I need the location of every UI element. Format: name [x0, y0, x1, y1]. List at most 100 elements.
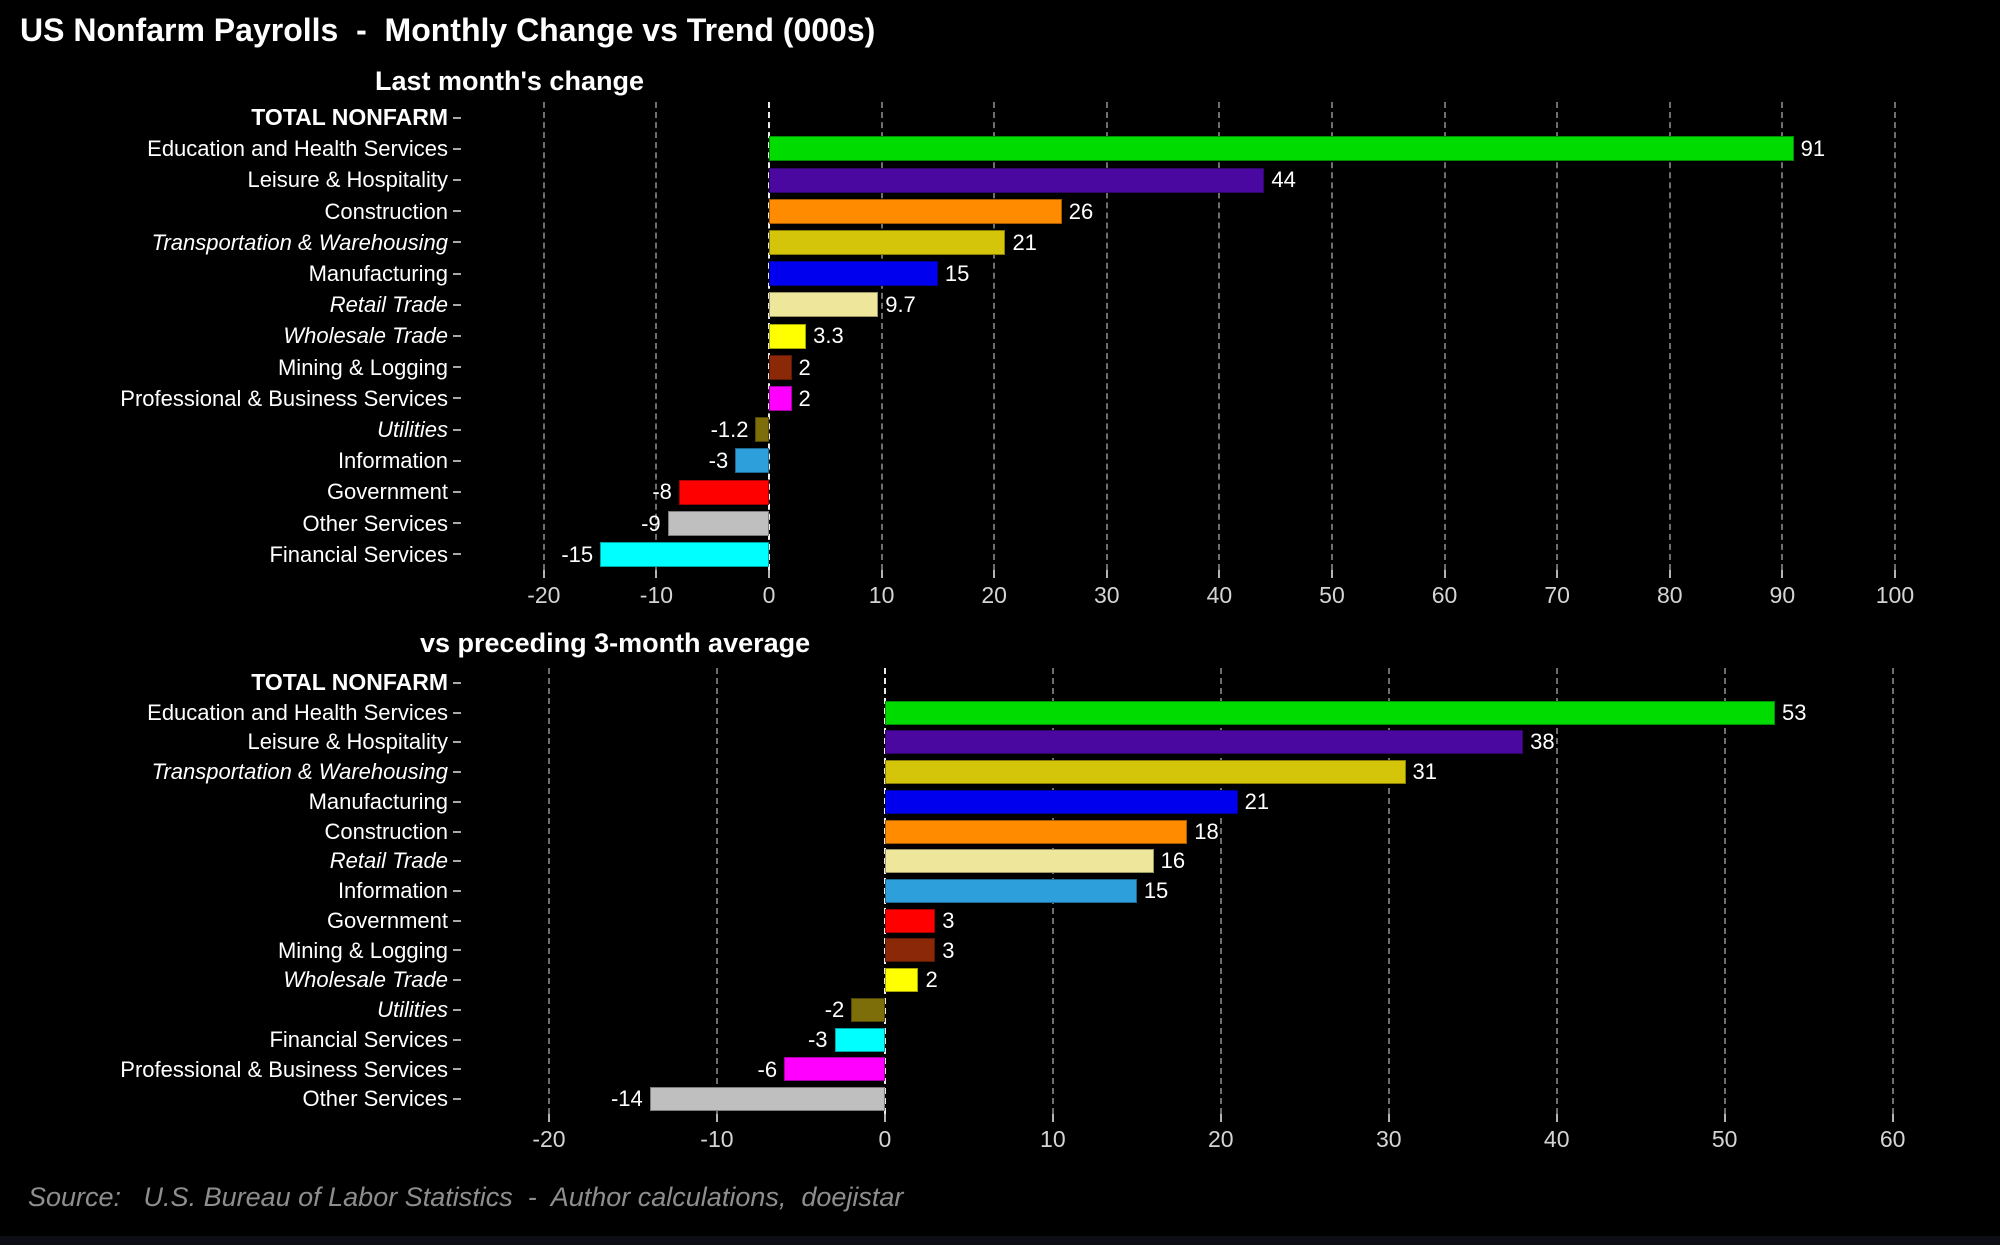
value-label-utilities: -2	[824, 997, 845, 1023]
x-axis-tick-label: 20	[981, 582, 1007, 608]
bar-transportation-warehousing	[769, 229, 1006, 255]
x-axis-tick	[655, 570, 658, 578]
y-axis-tick	[453, 366, 461, 369]
category-label-financial-services: Financial Services	[269, 541, 448, 567]
category-label-transportation-warehousing: Transportation & Warehousing	[151, 759, 448, 785]
bar-financial-services	[834, 1027, 885, 1052]
plot-area: -20 -10 0 10 20 30 40 50 60 70 80 90 100 91 44 26 21 15 9.…	[453, 102, 1985, 608]
gridline	[1443, 102, 1446, 570]
y-axis-tick	[453, 979, 461, 982]
x-axis-tick	[1218, 570, 1221, 578]
bar-other-services	[649, 1087, 885, 1112]
value-label-leisure-hospitality: 38	[1530, 729, 1555, 755]
x-axis-tick	[880, 570, 883, 578]
value-label-education-and-health-services: 53	[1782, 699, 1807, 725]
x-axis-tick-label: -20	[532, 1126, 566, 1152]
bar-information	[735, 448, 769, 474]
y-axis-tick	[453, 711, 461, 714]
category-label-wholesale-trade: Wholesale Trade	[283, 323, 448, 349]
bar-mining-logging	[769, 354, 792, 380]
value-label-manufacturing: 15	[944, 261, 970, 286]
y-axis-tick	[453, 890, 461, 892]
y-axis-tick	[453, 147, 461, 150]
bar-education-and-health-services	[769, 136, 1794, 162]
x-axis-tick-label: -10	[700, 1126, 734, 1152]
category-label-information: Information	[337, 448, 448, 474]
gridline	[1219, 668, 1222, 1114]
bar-education-and-health-services	[884, 700, 1776, 725]
value-label-professional-business-services: 2	[798, 385, 811, 411]
x-axis-tick-label: 40	[1206, 582, 1233, 608]
category-label-government: Government	[326, 479, 448, 505]
x-axis-tick	[768, 570, 770, 578]
category-label-construction: Construction	[324, 198, 448, 224]
x-axis-tick-label: 0	[878, 1126, 892, 1152]
y-axis-tick	[453, 179, 461, 181]
x-axis-tick	[1723, 1114, 1726, 1122]
bar-government	[678, 479, 769, 505]
category-label-professional-business-services: Professional & Business Services	[120, 1056, 448, 1082]
y-axis-tick	[453, 681, 461, 684]
gridline	[1781, 102, 1784, 570]
bottom-strip	[0, 1236, 2000, 1245]
y-axis-tick	[453, 522, 461, 525]
gridline	[1105, 102, 1108, 570]
x-axis-tick	[1556, 570, 1559, 578]
x-axis-tick	[883, 1114, 886, 1122]
category-label-leisure-hospitality: Leisure & Hospitality	[247, 167, 448, 193]
x-axis-tick	[1668, 570, 1671, 578]
plot-area: -20 -10 0 10 20 30 40 50 60 53 38 31 21 18 16 15 3 3 2 -2 -3…	[453, 668, 1985, 1152]
gridline	[655, 102, 658, 570]
value-label-mining-logging: 2	[798, 354, 811, 380]
y-axis-tick	[453, 830, 461, 833]
category-label-wholesale-trade: Wholesale Trade	[283, 967, 448, 993]
value-label-leisure-hospitality: 44	[1271, 167, 1296, 193]
value-label-government: 3	[942, 907, 955, 933]
category-label-manufacturing: Manufacturing	[308, 261, 448, 286]
value-label-wholesale-trade: 3.3	[813, 323, 844, 349]
x-axis-tick-label: 30	[1093, 582, 1120, 608]
y-axis-tick	[453, 272, 461, 275]
x-axis-tick-label: 10	[1040, 1126, 1066, 1152]
y-axis-tick	[453, 459, 461, 462]
gridline	[715, 668, 718, 1114]
chart-last-month-change: Last month's change TOTAL NONFARM Educati…	[0, 66, 2000, 608]
x-axis-tick-label: 0	[762, 582, 776, 608]
chart-title-last-month: Last month's change	[375, 66, 644, 96]
x-axis-tick	[715, 1114, 718, 1122]
category-label-utilities: Utilities	[377, 997, 448, 1023]
y-axis-tick	[453, 741, 461, 744]
x-axis-tick-label: 10	[868, 582, 895, 608]
bar-leisure-hospitality	[884, 730, 1524, 755]
value-label-information: -3	[708, 448, 729, 474]
bar-retail-trade	[769, 292, 879, 318]
x-axis-tick	[1891, 1114, 1894, 1122]
bar-utilities	[755, 417, 769, 443]
category-label-retail-trade: Retail Trade	[329, 292, 448, 318]
bar-construction	[769, 198, 1062, 224]
y-axis-tick	[453, 303, 461, 306]
y-axis-tick	[453, 1068, 461, 1071]
bar-financial-services	[600, 541, 769, 567]
y-axis-tick	[453, 771, 461, 774]
value-label-construction: 18	[1194, 818, 1219, 844]
y-axis-tick	[453, 397, 461, 400]
x-axis-tick	[1219, 1114, 1222, 1122]
gridline	[993, 102, 996, 570]
category-label-utilities: Utilities	[377, 417, 448, 442]
y-axis-tick	[453, 553, 461, 556]
x-axis-tick-label: 60	[1431, 582, 1458, 608]
value-label-mining-logging: 3	[942, 937, 955, 963]
x-axis-tick-label: 50	[1319, 582, 1345, 608]
value-label-retail-trade: 16	[1160, 848, 1186, 874]
y-axis-tick	[453, 1008, 461, 1011]
x-axis-tick	[1781, 570, 1784, 578]
value-label-financial-services: -15	[561, 541, 594, 567]
y-axis-tick	[453, 491, 461, 493]
bar-government	[884, 908, 936, 933]
gridline	[1556, 102, 1559, 570]
gridline	[1723, 668, 1726, 1114]
value-label-retail-trade: 9.7	[885, 292, 916, 318]
value-label-government: -8	[652, 479, 672, 505]
